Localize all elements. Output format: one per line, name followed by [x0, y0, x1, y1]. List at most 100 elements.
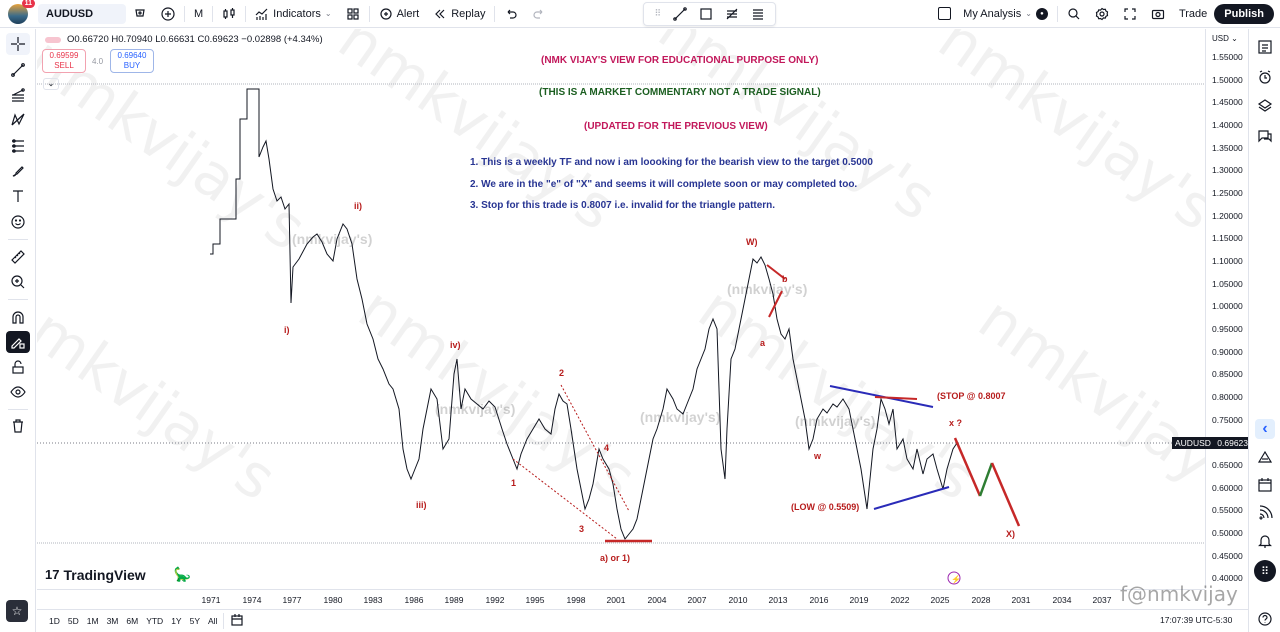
current-symbol: AUDUSD	[1175, 438, 1211, 448]
object-tree-button[interactable]	[1255, 95, 1275, 115]
time-tick: 2031	[1011, 595, 1031, 605]
layers-icon	[1257, 99, 1273, 112]
collapse-legend-button[interactable]: ⌄	[43, 78, 59, 90]
crosshair-tool[interactable]	[6, 33, 30, 55]
range-1y[interactable]: 1Y	[171, 616, 182, 626]
time-tick: 2034	[1052, 595, 1072, 605]
undo-icon	[508, 9, 517, 19]
lock-all-tool[interactable]	[6, 356, 30, 378]
expand-panel-button[interactable]: ‹	[1255, 419, 1275, 439]
templates-button[interactable]	[339, 0, 367, 28]
measure-tool[interactable]	[6, 246, 30, 268]
apps-button[interactable]: ⠿	[1254, 560, 1276, 582]
chart-type-button[interactable]	[215, 0, 243, 28]
news-stream-button[interactable]	[1255, 503, 1275, 523]
range-3m[interactable]: 3M	[106, 616, 119, 626]
watchlist-button[interactable]	[1255, 37, 1275, 57]
fib-tool[interactable]	[6, 84, 30, 106]
ruler-icon	[11, 250, 25, 264]
snapshot-button[interactable]	[1144, 0, 1172, 28]
price-tick: 1.35000	[1212, 143, 1243, 153]
price-scale[interactable]: USD ⌄ 1.55000 1.50000 1.45000 1.40000 1.…	[1205, 29, 1247, 589]
pattern-tool[interactable]	[6, 109, 30, 131]
ideas-button[interactable]	[1255, 447, 1275, 467]
analysis-point-2: 2. We are in the "e" of "X" and seems it…	[470, 179, 858, 190]
quick-search-button[interactable]	[1060, 0, 1088, 28]
symbol-search[interactable]: AUDUSD	[38, 3, 126, 24]
range-1d[interactable]: 1D	[49, 616, 60, 626]
layout-checkbox-icon	[938, 7, 952, 20]
alerts-button[interactable]	[1255, 67, 1275, 87]
divider	[8, 409, 28, 410]
saved-status-icon: ●	[1035, 7, 1048, 20]
hide-drawings-tool[interactable]	[6, 381, 30, 403]
prediction-tool[interactable]	[6, 135, 30, 157]
forecast-icon	[12, 139, 24, 153]
redo-button[interactable]	[525, 0, 553, 28]
currency-selector[interactable]: USD ⌄	[1212, 34, 1238, 43]
price-tick: 1.30000	[1212, 165, 1243, 175]
text-tool[interactable]	[6, 185, 30, 207]
trade-button[interactable]: Trade	[1178, 7, 1208, 20]
settings-button[interactable]	[1088, 0, 1116, 28]
remove-drawings-tool[interactable]	[6, 415, 30, 437]
interval-button[interactable]: M	[194, 7, 204, 20]
unlock-icon	[12, 360, 24, 374]
sell-button[interactable]: 0.69599 SELL	[42, 49, 86, 73]
trend-line-tool[interactable]	[6, 59, 30, 81]
range-1m[interactable]: 1M	[86, 616, 99, 626]
range-5d[interactable]: 5D	[67, 616, 79, 626]
notifications-button[interactable]	[1255, 531, 1275, 551]
undo-button[interactable]	[497, 0, 525, 28]
go-to-date-button[interactable]	[226, 613, 248, 629]
fib-icon	[12, 88, 25, 102]
clock-timezone[interactable]: 17:07:39 UTC-5:30	[1160, 615, 1233, 625]
zoom-in-tool[interactable]	[6, 271, 30, 293]
fib-tool[interactable]	[719, 3, 745, 25]
rectangle-tool[interactable]	[693, 3, 719, 25]
low-level-label: (LOW @ 0.5509)	[791, 502, 860, 512]
drag-handle[interactable]: ⠿	[654, 8, 662, 18]
tradingview-logo[interactable]: 17 TradingView 🦕	[45, 566, 191, 583]
price-tick: 0.80000	[1212, 392, 1243, 402]
range-6m[interactable]: 6M	[126, 616, 139, 626]
replay-button[interactable]: Replay	[426, 0, 492, 28]
chart-pane[interactable]: nmkvijay's nmkvijay's nmkvijay's nmkvija…	[37, 29, 1205, 589]
emoji-tool[interactable]	[6, 211, 30, 233]
trend-line-tool[interactable]	[667, 3, 693, 25]
magnet-tool[interactable]	[6, 306, 30, 328]
range-all[interactable]: All	[208, 616, 218, 626]
tv-logo-text: TradingView	[63, 566, 146, 583]
wave-label: X)	[1006, 529, 1015, 539]
wave-label: 1	[511, 478, 517, 488]
layout-selector[interactable]: My Analysis ⌄ ●	[931, 0, 1055, 28]
favorites-button[interactable]: ☆	[6, 600, 28, 622]
divider	[184, 5, 185, 22]
calendar-button[interactable]	[1255, 475, 1275, 495]
add-symbol-button[interactable]	[154, 0, 182, 28]
brush-tool[interactable]	[6, 160, 30, 182]
user-avatar[interactable]: 11	[8, 0, 35, 24]
current-price-label: AUDUSD 0.69623	[1172, 437, 1252, 449]
range-ytd[interactable]: YTD	[146, 616, 164, 626]
time-tick: 2004	[647, 595, 667, 605]
range-5y[interactable]: 5Y	[189, 616, 200, 626]
fullscreen-button[interactable]	[1116, 0, 1144, 28]
indicators-button[interactable]: Indicators ⌄	[248, 0, 338, 28]
help-button[interactable]	[1255, 609, 1275, 629]
brush-icon	[12, 166, 24, 177]
compare-button[interactable]	[126, 0, 154, 28]
pitchfork-tool[interactable]	[745, 3, 771, 25]
alert-button[interactable]: Alert	[372, 0, 427, 28]
buy-button[interactable]: 0.69640 BUY	[110, 49, 154, 73]
price-tick: 0.45000	[1212, 551, 1243, 561]
grid-layout-icon	[346, 7, 359, 20]
chats-button[interactable]	[1255, 126, 1275, 146]
grid-dots-icon: ⠿	[1260, 565, 1270, 578]
lock-drawing-tool[interactable]	[6, 331, 30, 353]
publish-button[interactable]: Publish	[1214, 3, 1274, 24]
chevron-down-icon: ⌄	[324, 9, 332, 18]
divider	[8, 239, 28, 240]
price-tick: 1.40000	[1212, 120, 1243, 130]
time-scale[interactable]: 1971 1974 1977 1980 1983 1986 1989 1992 …	[37, 589, 1205, 609]
